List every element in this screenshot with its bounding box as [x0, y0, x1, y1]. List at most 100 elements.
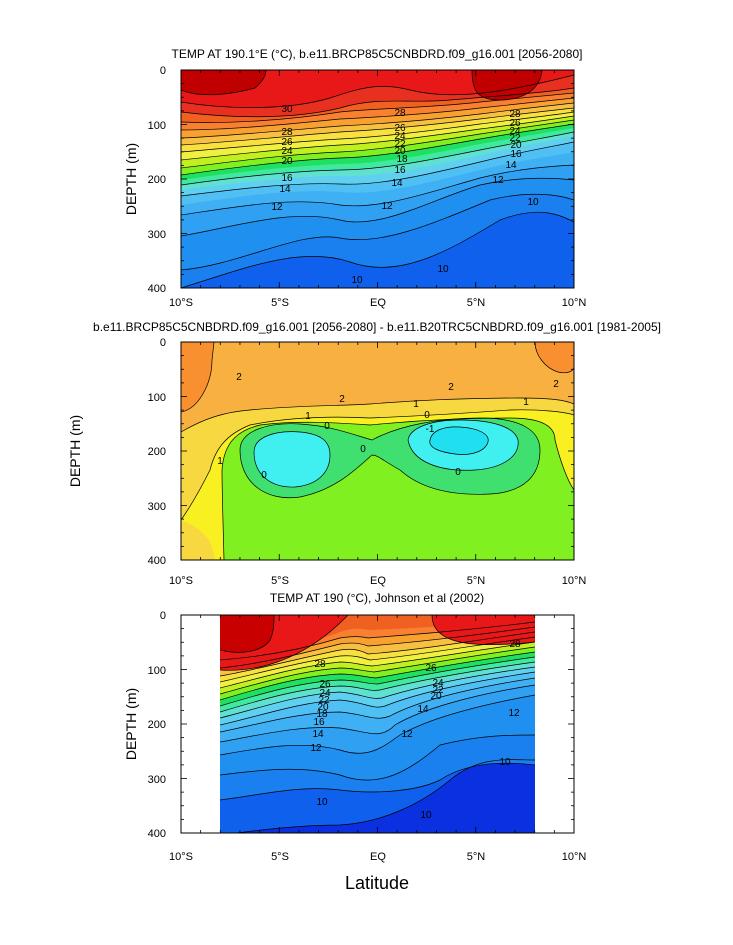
y-tick-label: 200: [148, 719, 166, 731]
x-tick-label: 10°S: [169, 851, 193, 863]
x-tick-label: 10°N: [562, 575, 587, 587]
y-tick-label: 400: [148, 283, 166, 295]
x-tick-label: 5°N: [467, 297, 486, 309]
contour-label: 16: [281, 173, 293, 184]
contour-label: 10: [499, 757, 511, 768]
panel-middle: b.e11.BRCP85C5CNBDRD.f09_g16.001 [2056-2…: [67, 320, 661, 587]
panel-bottom-title: TEMP AT 190 (°C), Johnson et al (2002): [270, 591, 484, 605]
contour-label: 22: [509, 133, 521, 144]
figure-xlabel: Latitude: [345, 873, 409, 893]
contour-label: 26: [425, 663, 437, 674]
y-tick-label: 300: [148, 774, 166, 786]
panel-middle-ylabel: DEPTH (m): [67, 415, 83, 487]
contour-label: 10: [420, 810, 432, 821]
contour-label: 0: [424, 410, 430, 421]
y-tick-label: 300: [148, 501, 166, 513]
contour-label: 28: [394, 108, 406, 119]
contour-label: 24: [281, 146, 293, 157]
panel-bottom-field: [220, 615, 535, 833]
x-tick-label: EQ: [370, 575, 386, 587]
contour-label: 1: [217, 456, 223, 467]
x-tick-label: 5°N: [467, 851, 486, 863]
contour-label: 12: [508, 708, 520, 719]
band-over-3b: [535, 342, 574, 373]
contour-label: 22: [394, 139, 406, 150]
contour-label: 24: [394, 131, 406, 142]
contour-label: 20: [317, 702, 329, 713]
contour-label: -1: [426, 424, 435, 435]
contour-label: 18: [396, 154, 408, 165]
y-tick-label: 200: [148, 174, 166, 186]
contour-label: 20: [281, 156, 293, 167]
y-tick-label: 400: [148, 555, 166, 567]
contour-label: 12: [271, 202, 283, 213]
panel-top-ylabel: DEPTH (m): [123, 143, 139, 215]
y-tick-label: 100: [148, 392, 166, 404]
contours: [181, 70, 574, 288]
contour-label: 16: [313, 717, 325, 728]
contour-label: 28: [509, 109, 521, 120]
contour-label: 14: [312, 729, 324, 740]
x-tick-label: 10°S: [169, 575, 193, 587]
contour-label: 0: [360, 444, 366, 455]
panel-bottom: TEMP AT 190 (°C), Johnson et al (2002): [123, 591, 586, 863]
panel-top-field: [181, 70, 574, 288]
contour-label: 2: [448, 382, 454, 393]
contours: [181, 342, 574, 560]
contour-label: 14: [505, 160, 517, 171]
y-tick-label: 0: [160, 65, 166, 77]
contour-label: 26: [509, 118, 521, 129]
contour-label: 28: [314, 659, 326, 670]
band-30: [220, 615, 274, 653]
contour-label: 16: [394, 165, 406, 176]
contour-label: 24: [319, 688, 331, 699]
contour-label: 26: [394, 123, 406, 134]
x-tick-label: 5°S: [271, 851, 289, 863]
contour-label: 2: [339, 394, 345, 405]
contour-label: 12: [381, 201, 393, 212]
contour-label: 2: [236, 372, 242, 383]
x-tick-label: 10°S: [169, 297, 193, 309]
contour-label: 26: [319, 679, 331, 690]
band-lt-neg1c: [429, 426, 489, 455]
y-tick-label: 100: [148, 665, 166, 677]
contour-label: 22: [432, 685, 444, 696]
contours: [220, 615, 535, 833]
contour-label: 2: [553, 379, 559, 390]
contour-label: 12: [310, 743, 322, 754]
contour-label: 24: [509, 126, 521, 137]
contour-label: 20: [510, 140, 522, 151]
y-tick-label: 200: [148, 446, 166, 458]
y-tick-label: 400: [148, 828, 166, 840]
band-29: [220, 615, 535, 671]
panel-middle-field: [181, 342, 574, 560]
contour-label: 10: [527, 197, 539, 208]
y-tick-label: 100: [148, 120, 166, 132]
x-tick-label: 10°N: [562, 297, 587, 309]
x-tick-label: EQ: [370, 851, 386, 863]
contour-label: 14: [391, 178, 403, 189]
x-tick-label: 5°N: [467, 575, 486, 587]
panel-top-title: TEMP AT 190.1°E (°C), b.e11.BRCP85C5CNBD…: [172, 47, 583, 61]
contour-label: 12: [492, 175, 504, 186]
x-tick-label: EQ: [370, 297, 386, 309]
y-tick-label: 0: [160, 337, 166, 349]
x-tick-label: 5°S: [271, 297, 289, 309]
panel-top-contour-labels: 30 28 26 24 20 16 14 12 28 26 24 22 20 1…: [271, 104, 539, 286]
contour-label: 1: [413, 399, 419, 410]
band-30: [181, 70, 266, 95]
contour-label: 28: [281, 127, 293, 138]
contour-label: 18: [316, 709, 328, 720]
contour-label: 26: [281, 137, 293, 148]
contour-label: 0: [455, 467, 461, 478]
contour-label: 30: [281, 104, 293, 115]
y-tick-label: 300: [148, 229, 166, 241]
contour-label: 20: [430, 691, 442, 702]
contour-label: 20: [394, 146, 406, 157]
band-over-3: [181, 342, 214, 412]
contour-label: 12: [401, 729, 413, 740]
contour-label: 1: [523, 397, 529, 408]
band-lt-neg1: [254, 431, 330, 488]
contour-label: 14: [417, 704, 429, 715]
